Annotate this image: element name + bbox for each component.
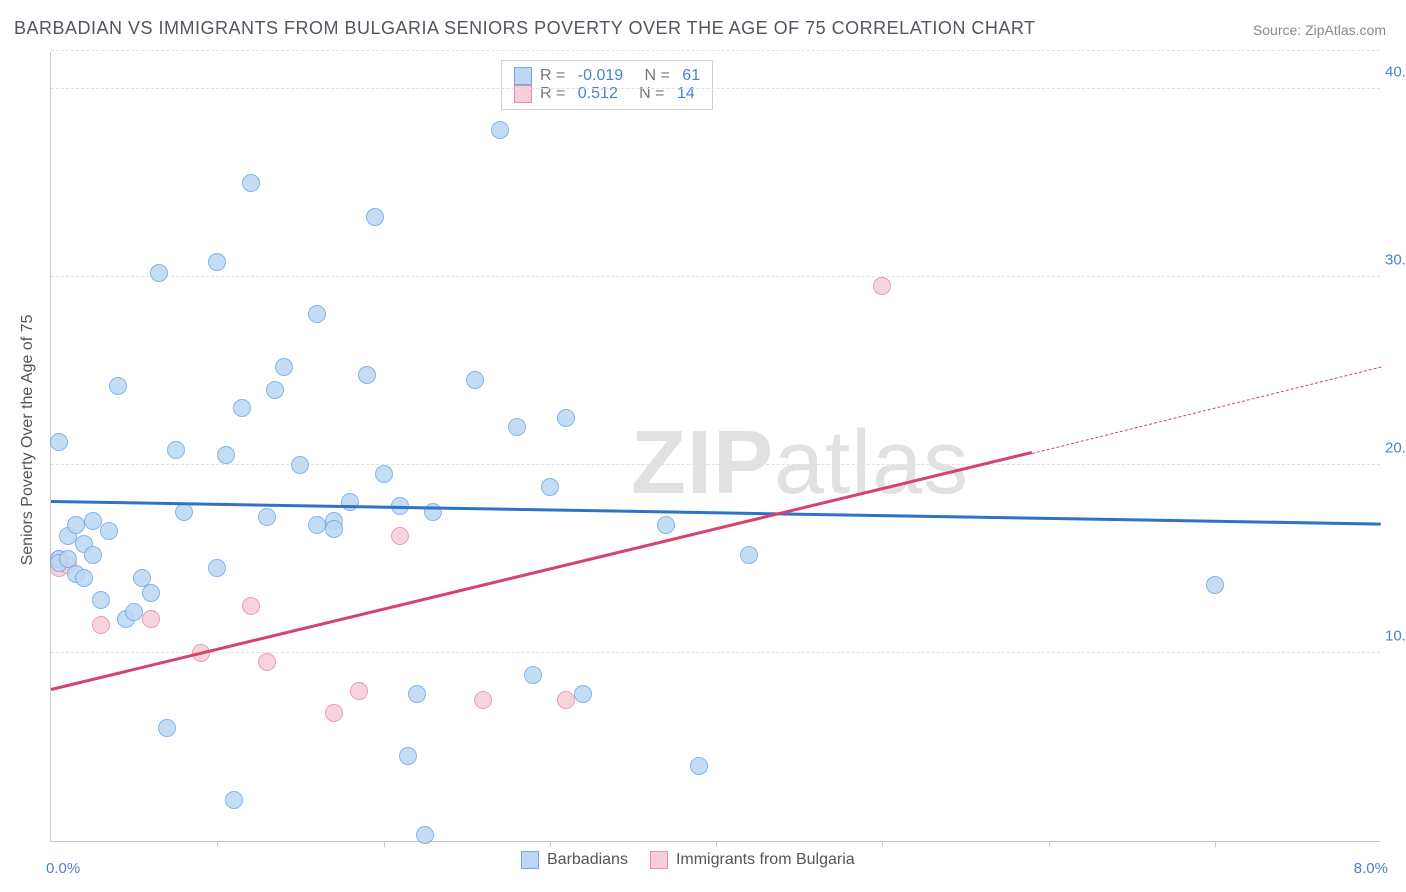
data-point <box>375 465 393 483</box>
x-tick <box>384 841 385 847</box>
gridline <box>51 276 1380 277</box>
data-point <box>1206 576 1224 594</box>
gridline <box>51 464 1380 465</box>
data-point <box>92 591 110 609</box>
data-point <box>84 546 102 564</box>
gridline <box>51 88 1380 89</box>
x-axis-max-label: 8.0% <box>1354 860 1388 877</box>
data-point <box>474 691 492 709</box>
legend-label: Barbadians <box>547 851 628 869</box>
data-point <box>75 569 93 587</box>
data-point <box>350 682 368 700</box>
series-legend: Barbadians Immigrants from Bulgaria <box>521 851 855 869</box>
stats-legend: R = -0.019 N = 61R = 0.512 N = 14 <box>501 60 713 110</box>
data-point <box>491 121 509 139</box>
data-point <box>158 719 176 737</box>
data-point <box>233 399 251 417</box>
data-point <box>258 508 276 526</box>
x-tick <box>550 841 551 847</box>
x-tick <box>1049 841 1050 847</box>
data-point <box>308 305 326 323</box>
data-point <box>125 603 143 621</box>
x-tick <box>882 841 883 847</box>
data-point <box>740 546 758 564</box>
data-point <box>208 253 226 271</box>
y-tick-label: 10.0% <box>1385 627 1406 644</box>
data-point <box>366 208 384 226</box>
data-point <box>217 446 235 464</box>
correlation-chart: BARBADIAN VS IMMIGRANTS FROM BULGARIA SE… <box>0 0 1406 892</box>
data-point <box>142 610 160 628</box>
data-point <box>408 685 426 703</box>
data-point <box>242 174 260 192</box>
data-point <box>541 478 559 496</box>
data-point <box>109 377 127 395</box>
data-point <box>167 441 185 459</box>
y-axis-title: Seniors Poverty Over the Age of 75 <box>19 315 37 566</box>
y-tick-label: 40.0% <box>1385 63 1406 80</box>
legend-swatch <box>521 851 539 869</box>
data-point <box>657 516 675 534</box>
data-point <box>873 277 891 295</box>
data-point <box>67 516 85 534</box>
trend-line-extrapolated <box>1032 366 1381 453</box>
stat-r-value: -0.019 <box>578 67 623 85</box>
data-point <box>574 685 592 703</box>
data-point <box>341 493 359 511</box>
data-point <box>84 512 102 530</box>
data-point <box>242 597 260 615</box>
data-point <box>325 704 343 722</box>
stat-n-label: N = <box>631 67 674 85</box>
data-point <box>524 666 542 684</box>
x-tick <box>1215 841 1216 847</box>
data-point <box>466 371 484 389</box>
plot-area: ZIPatlas R = -0.019 N = 61R = 0.512 N = … <box>50 52 1380 842</box>
x-tick <box>217 841 218 847</box>
data-point <box>92 616 110 634</box>
source-label: Source: ZipAtlas.com <box>1253 22 1386 38</box>
x-tick <box>716 841 717 847</box>
data-point <box>258 653 276 671</box>
stats-row: R = -0.019 N = 61 <box>514 67 700 85</box>
data-point <box>325 520 343 538</box>
data-point <box>275 358 293 376</box>
data-point <box>358 366 376 384</box>
data-point <box>391 527 409 545</box>
data-point <box>508 418 526 436</box>
legend-label: Immigrants from Bulgaria <box>676 851 855 869</box>
data-point <box>399 747 417 765</box>
data-point <box>142 584 160 602</box>
data-point <box>308 516 326 534</box>
data-point <box>557 409 575 427</box>
data-point <box>225 791 243 809</box>
data-point <box>690 757 708 775</box>
legend-swatch <box>514 67 532 85</box>
data-point <box>291 456 309 474</box>
legend-item: Immigrants from Bulgaria <box>650 851 855 869</box>
x-axis-min-label: 0.0% <box>46 860 80 877</box>
chart-title: BARBADIAN VS IMMIGRANTS FROM BULGARIA SE… <box>14 18 1036 39</box>
data-point <box>208 559 226 577</box>
data-point <box>150 264 168 282</box>
data-point <box>50 433 68 451</box>
trend-line <box>51 500 1381 525</box>
gridline <box>51 50 1380 51</box>
gridline <box>51 652 1380 653</box>
data-point <box>557 691 575 709</box>
data-point <box>266 381 284 399</box>
data-point <box>100 522 118 540</box>
data-point <box>416 826 434 844</box>
legend-swatch <box>650 851 668 869</box>
stat-r-label: R = <box>540 67 570 85</box>
stat-n-value: 61 <box>682 67 700 85</box>
y-tick-label: 30.0% <box>1385 251 1406 268</box>
y-tick-label: 20.0% <box>1385 439 1406 456</box>
legend-item: Barbadians <box>521 851 628 869</box>
data-point <box>175 503 193 521</box>
